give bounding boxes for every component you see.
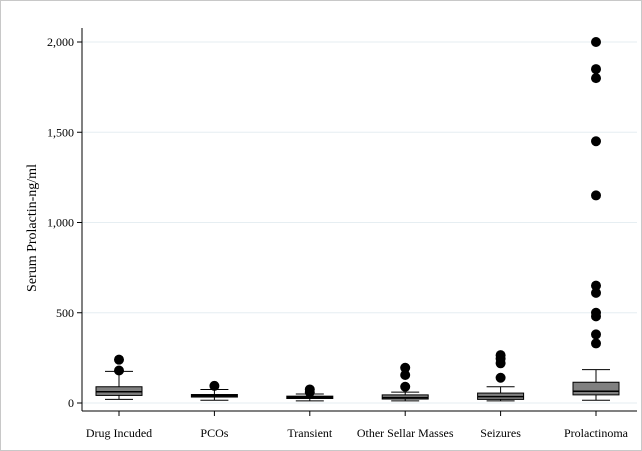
y-tick-label: 2,000 <box>47 35 74 49</box>
box-group <box>381 362 429 402</box>
outlier-point <box>495 350 506 361</box>
outlier-point <box>114 365 124 376</box>
outlier-point <box>400 370 411 381</box>
box-group <box>572 37 620 401</box>
outlier-point <box>591 329 601 340</box>
outlier-point <box>400 362 411 373</box>
y-tick-label: 500 <box>56 306 74 320</box>
outlier-point <box>591 136 601 147</box>
x-tick-label: Other Sellar Masses <box>357 426 454 440</box>
x-tick-label: Prolactinoma <box>564 426 629 440</box>
x-tick-label: Drug Incuded <box>86 426 152 440</box>
outlier-point <box>495 372 506 383</box>
outlier-point <box>114 354 124 365</box>
outlier-point <box>591 64 601 75</box>
box-group <box>95 354 143 400</box>
outlier-point <box>591 287 601 298</box>
outlier-point <box>591 338 601 349</box>
outlier-point <box>400 381 411 392</box>
outlier-point <box>591 307 601 318</box>
outlier-point <box>209 380 220 391</box>
y-tick-label: 0 <box>68 396 74 410</box>
axes <box>81 28 637 412</box>
y-axis-label: Serum Prolactin-ng/ml <box>25 164 40 292</box>
outlier-point <box>591 37 601 47</box>
outlier-point <box>304 384 315 395</box>
x-tick-label: Transient <box>287 426 333 440</box>
y-tick-label: 1,500 <box>47 125 74 139</box>
outlier-point <box>591 190 601 201</box>
y-ticks: 0 500 1,000 1,500 2,000 <box>47 35 82 410</box>
y-tick-label: 1,000 <box>47 216 74 230</box>
box-group <box>286 384 334 402</box>
grid-lines <box>82 41 637 404</box>
boxes <box>95 37 620 402</box>
outlier-point <box>591 73 601 84</box>
box-iqr <box>572 381 620 396</box>
box-group <box>190 380 238 401</box>
x-ticks: Drug Incuded PCOs Transient Other Sellar Ma… <box>86 411 629 440</box>
box-group <box>477 350 525 402</box>
outlier-point <box>591 280 601 291</box>
x-tick-label: Seizures <box>480 426 521 440</box>
x-tick-label: PCOs <box>200 426 228 440</box>
